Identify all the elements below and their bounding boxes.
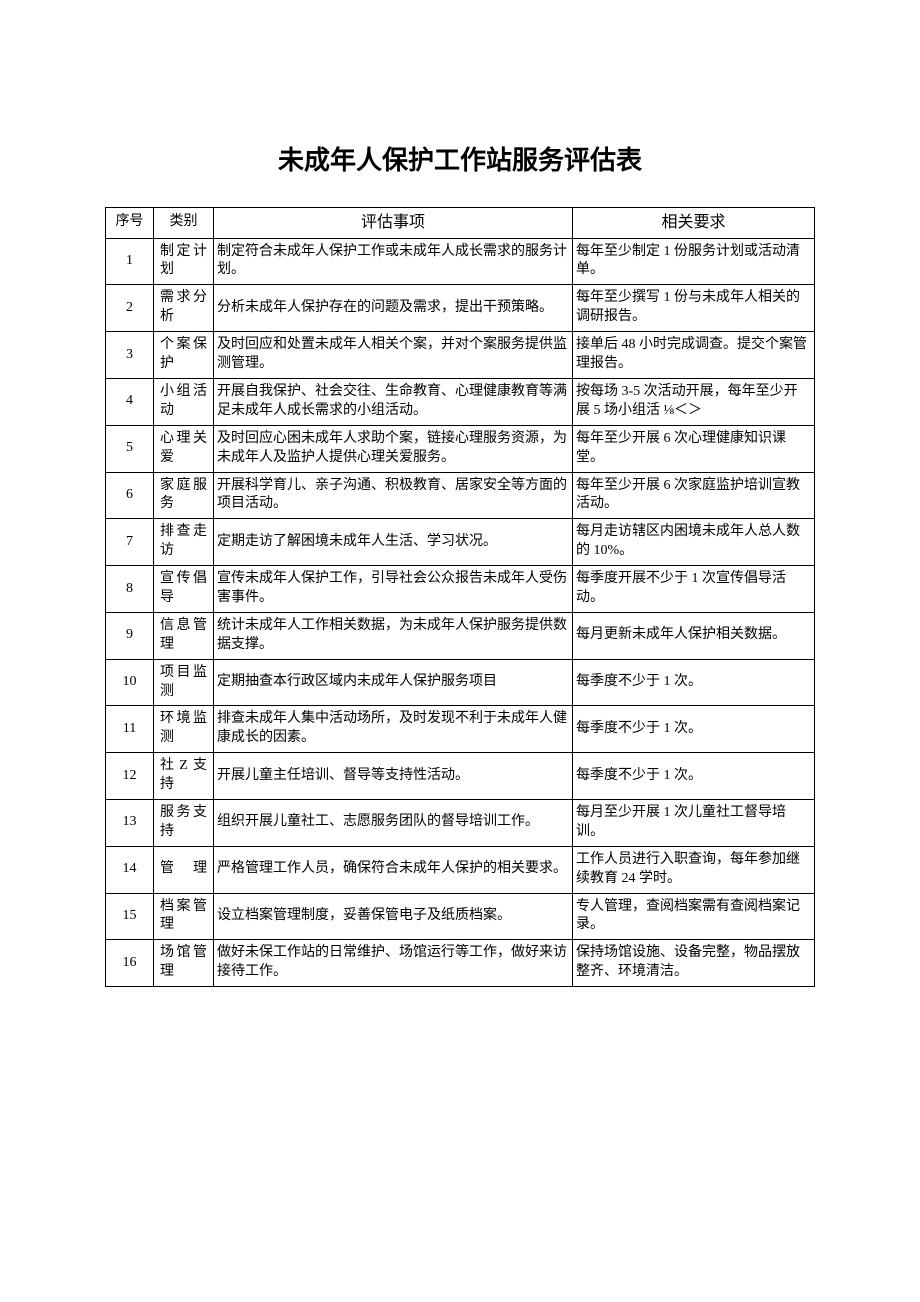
- cell-seq: 7: [106, 519, 154, 566]
- table-row: 9信息管理统计未成年人工作相关数据，为未成年人保护服务提供数据支撑。每月更新未成…: [106, 612, 815, 659]
- cell-item: 统计未成年人工作相关数据，为未成年人保护服务提供数据支撑。: [214, 612, 573, 659]
- table-row: 7排查走访定期走访了解困境未成年人生活、学习状况。每月走访辖区内困境未成年人总人…: [106, 519, 815, 566]
- cell-requirement: 专人管理，查阅档案需有查阅档案记录。: [573, 893, 815, 940]
- table-row: 6家庭服务开展科学育儿、亲子沟通、积极教育、居家安全等方面的项目活动。每年至少开…: [106, 472, 815, 519]
- page-title: 未成年人保护工作站服务评估表: [105, 140, 815, 177]
- table-row: 15档案管理设立档案管理制度，妥善保管电子及纸质档案。专人管理，查阅档案需有查阅…: [106, 893, 815, 940]
- cell-item: 做好未保工作站的日常维护、场馆运行等工作，做好来访接待工作。: [214, 940, 573, 987]
- cell-category: 排查走访: [154, 519, 214, 566]
- table-row: 12社Z支持开展儿童主任培训、督导等支持性活动。每季度不少于 1 次。: [106, 753, 815, 800]
- cell-category: 小组活动: [154, 378, 214, 425]
- table-row: 1制定计划制定符合未成年人保护工作或未成年人成长需求的服务计划。每年至少制定 1…: [106, 238, 815, 285]
- cell-seq: 15: [106, 893, 154, 940]
- header-category: 类别: [154, 208, 214, 239]
- table-row: 16场馆管理做好未保工作站的日常维护、场馆运行等工作，做好来访接待工作。保持场馆…: [106, 940, 815, 987]
- cell-item: 及时回应和处置未成年人相关个案，并对个案服务提供监测管理。: [214, 332, 573, 379]
- table-row: 10项目监测定期抽查本行政区域内未成年人保护服务项目每季度不少于 1 次。: [106, 659, 815, 706]
- cell-item: 宣传未成年人保护工作，引导社会公众报告未成年人受伤害事件。: [214, 566, 573, 613]
- cell-requirement: 每年至少撰写 1 份与未成年人相关的调研报告。: [573, 285, 815, 332]
- cell-category: 宣传倡导: [154, 566, 214, 613]
- table-header-row: 序号 类别 评估事项 相关要求: [106, 208, 815, 239]
- table-row: 4小组活动开展自我保护、社会交往、生命教育、心理健康教育等满足未成年人成长需求的…: [106, 378, 815, 425]
- cell-category: 项目监测: [154, 659, 214, 706]
- cell-requirement: 每月至少开展 1 次儿童社工督导培训。: [573, 799, 815, 846]
- cell-category: 个案保护: [154, 332, 214, 379]
- cell-item: 制定符合未成年人保护工作或未成年人成长需求的服务计划。: [214, 238, 573, 285]
- cell-requirement: 每季度不少于 1 次。: [573, 706, 815, 753]
- table-body: 1制定计划制定符合未成年人保护工作或未成年人成长需求的服务计划。每年至少制定 1…: [106, 238, 815, 987]
- cell-seq: 13: [106, 799, 154, 846]
- cell-requirement: 每月走访辖区内困境未成年人总人数的 10%。: [573, 519, 815, 566]
- cell-seq: 9: [106, 612, 154, 659]
- cell-category: 社Z支持: [154, 753, 214, 800]
- cell-item: 分析未成年人保护存在的问题及需求，提出干预策略。: [214, 285, 573, 332]
- cell-seq: 6: [106, 472, 154, 519]
- cell-requirement: 每年至少制定 1 份服务计划或活动清单。: [573, 238, 815, 285]
- cell-category: 场馆管理: [154, 940, 214, 987]
- cell-seq: 4: [106, 378, 154, 425]
- table-row: 14管理严格管理工作人员，确保符合未成年人保护的相关要求。工作人员进行入职查询，…: [106, 846, 815, 893]
- cell-seq: 11: [106, 706, 154, 753]
- cell-requirement: 每年至少开展 6 次家庭监护培训宣教活动。: [573, 472, 815, 519]
- cell-item: 严格管理工作人员，确保符合未成年人保护的相关要求。: [214, 846, 573, 893]
- table-row: 3个案保护及时回应和处置未成年人相关个案，并对个案服务提供监测管理。接单后 48…: [106, 332, 815, 379]
- cell-requirement: 每季度开展不少于 1 次宣传倡导活动。: [573, 566, 815, 613]
- cell-category: 心理关爱: [154, 425, 214, 472]
- cell-seq: 12: [106, 753, 154, 800]
- cell-seq: 5: [106, 425, 154, 472]
- cell-requirement: 按每场 3-5 次活动开展，每年至少开展 5 场小组活 ⅛＜＞: [573, 378, 815, 425]
- header-seq: 序号: [106, 208, 154, 239]
- cell-item: 排查未成年人集中活动场所，及时发现不利于未成年人健康成长的因素。: [214, 706, 573, 753]
- cell-seq: 10: [106, 659, 154, 706]
- header-item: 评估事项: [214, 208, 573, 239]
- cell-item: 定期抽查本行政区域内未成年人保护服务项目: [214, 659, 573, 706]
- cell-requirement: 工作人员进行入职查询，每年参加继续教育 24 学时。: [573, 846, 815, 893]
- cell-item: 开展自我保护、社会交往、生命教育、心理健康教育等满足未成年人成长需求的小组活动。: [214, 378, 573, 425]
- cell-item: 开展科学育儿、亲子沟通、积极教育、居家安全等方面的项目活动。: [214, 472, 573, 519]
- cell-requirement: 保持场馆设施、设备完整，物品摆放整齐、环境清洁。: [573, 940, 815, 987]
- cell-seq: 16: [106, 940, 154, 987]
- cell-seq: 2: [106, 285, 154, 332]
- cell-category: 家庭服务: [154, 472, 214, 519]
- evaluation-table: 序号 类别 评估事项 相关要求 1制定计划制定符合未成年人保护工作或未成年人成长…: [105, 207, 815, 987]
- cell-seq: 1: [106, 238, 154, 285]
- cell-item: 定期走访了解困境未成年人生活、学习状况。: [214, 519, 573, 566]
- cell-seq: 14: [106, 846, 154, 893]
- cell-item: 及时回应心困未成年人求助个案，链接心理服务资源，为未成年人及监护人提供心理关爱服…: [214, 425, 573, 472]
- cell-item: 设立档案管理制度，妥善保管电子及纸质档案。: [214, 893, 573, 940]
- table-row: 8宣传倡导宣传未成年人保护工作，引导社会公众报告未成年人受伤害事件。每季度开展不…: [106, 566, 815, 613]
- cell-item: 开展儿童主任培训、督导等支持性活动。: [214, 753, 573, 800]
- table-row: 13服务支持组织开展儿童社工、志愿服务团队的督导培训工作。每月至少开展 1 次儿…: [106, 799, 815, 846]
- cell-category: 档案管理: [154, 893, 214, 940]
- cell-requirement: 每季度不少于 1 次。: [573, 753, 815, 800]
- cell-category: 服务支持: [154, 799, 214, 846]
- table-row: 5心理关爱及时回应心困未成年人求助个案，链接心理服务资源，为未成年人及监护人提供…: [106, 425, 815, 472]
- cell-category: 管理: [154, 846, 214, 893]
- cell-seq: 8: [106, 566, 154, 613]
- cell-item: 组织开展儿童社工、志愿服务团队的督导培训工作。: [214, 799, 573, 846]
- table-row: 11环境监测排查未成年人集中活动场所，及时发现不利于未成年人健康成长的因素。每季…: [106, 706, 815, 753]
- table-row: 2需求分析分析未成年人保护存在的问题及需求，提出干预策略。每年至少撰写 1 份与…: [106, 285, 815, 332]
- cell-category: 信息管理: [154, 612, 214, 659]
- cell-category: 需求分析: [154, 285, 214, 332]
- cell-requirement: 每季度不少于 1 次。: [573, 659, 815, 706]
- cell-seq: 3: [106, 332, 154, 379]
- cell-category: 环境监测: [154, 706, 214, 753]
- cell-category: 制定计划: [154, 238, 214, 285]
- cell-requirement: 每年至少开展 6 次心理健康知识课堂。: [573, 425, 815, 472]
- cell-requirement: 接单后 48 小时完成调查。提交个案管理报告。: [573, 332, 815, 379]
- cell-requirement: 每月更新未成年人保护相关数据。: [573, 612, 815, 659]
- header-requirement: 相关要求: [573, 208, 815, 239]
